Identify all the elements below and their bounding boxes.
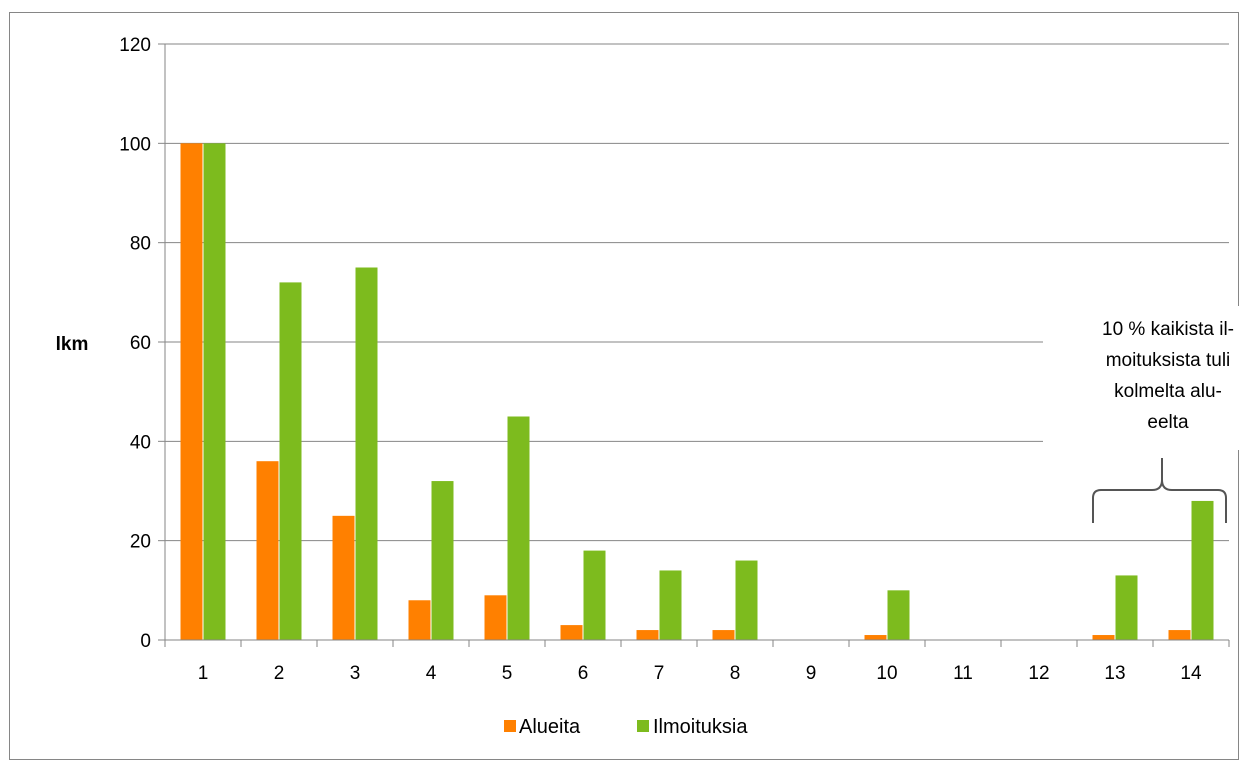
y-tick-label: 60 — [130, 333, 151, 354]
legend-swatch — [637, 720, 649, 732]
x-tick-label: 11 — [953, 663, 973, 684]
bar-alueita — [484, 595, 507, 640]
legend-label: Alueita — [519, 716, 581, 738]
annotation-line: moituksista tuli — [1106, 350, 1231, 371]
bar-alueita — [408, 600, 431, 640]
bar-ilmoituksia — [659, 570, 682, 640]
x-tick-label: 9 — [806, 663, 817, 684]
bar-ilmoituksia — [1191, 500, 1214, 640]
x-tick-label: 4 — [426, 663, 437, 684]
x-tick-label: 14 — [1180, 663, 1202, 684]
legend: Alueita Ilmoituksia — [504, 716, 748, 738]
x-axis — [164, 44, 1230, 647]
bar-ilmoituksia — [203, 143, 226, 641]
bar-ilmoituksia — [355, 267, 378, 640]
annotation-line: eelta — [1147, 412, 1189, 433]
annotation: 10 % kaikista il-moituksista tuli kolmelt… — [1043, 306, 1248, 523]
legend-item: Ilmoituksia — [637, 716, 748, 738]
y-tick-label: 120 — [119, 35, 151, 56]
y-axis-label: lkm — [56, 334, 89, 355]
bar-ilmoituksia — [1115, 575, 1138, 640]
bar-alueita — [1168, 630, 1191, 640]
x-tick-label: 10 — [876, 663, 897, 684]
x-tick-label: 3 — [350, 663, 361, 684]
bar-alueita — [712, 630, 735, 640]
x-tick-label: 5 — [502, 663, 513, 684]
y-tick-labels: 0 20 40 60 80 100 120 — [119, 35, 151, 652]
annotation-background — [1043, 306, 1248, 450]
y-tick-label: 80 — [130, 234, 151, 255]
legend-label: Ilmoituksia — [653, 716, 748, 738]
y-tick-label: 40 — [130, 432, 151, 453]
bar-ilmoituksia — [431, 481, 454, 640]
x-tick-labels: 1 2 3 4 5 6 7 8 9 10 11 12 13 14 — [198, 663, 1202, 684]
x-tick-label: 12 — [1028, 663, 1049, 684]
bar-ilmoituksia — [583, 550, 606, 640]
bar-alueita — [560, 625, 583, 640]
x-tick-label: 1 — [198, 663, 209, 684]
bar-ilmoituksia — [507, 416, 530, 640]
bar-alueita — [636, 630, 659, 640]
bracket-icon — [1092, 458, 1227, 523]
bars — [180, 143, 1214, 641]
legend-item: Alueita — [504, 716, 581, 738]
bar-alueita — [332, 515, 355, 640]
bar-ilmoituksia — [279, 282, 302, 640]
bar-ilmoituksia — [735, 560, 758, 640]
annotation-line: kolmelta alu- — [1114, 381, 1222, 402]
annotation-line: 10 % kaikista il- — [1102, 319, 1234, 340]
bar-ilmoituksia — [887, 590, 910, 640]
x-tick-label: 13 — [1104, 663, 1125, 684]
y-tick-label: 20 — [130, 532, 151, 553]
bar-alueita — [256, 461, 279, 640]
x-tick-label: 2 — [274, 663, 285, 684]
y-tick-label: 0 — [140, 631, 151, 652]
legend-swatch — [504, 720, 516, 732]
bar-alueita — [1092, 635, 1115, 640]
x-tick-label: 7 — [654, 663, 665, 684]
x-tick-label: 6 — [578, 663, 589, 684]
y-tick-label: 100 — [119, 134, 151, 155]
x-tick-label: 8 — [730, 663, 741, 684]
bar-alueita — [180, 143, 203, 641]
bar-alueita — [864, 635, 887, 640]
